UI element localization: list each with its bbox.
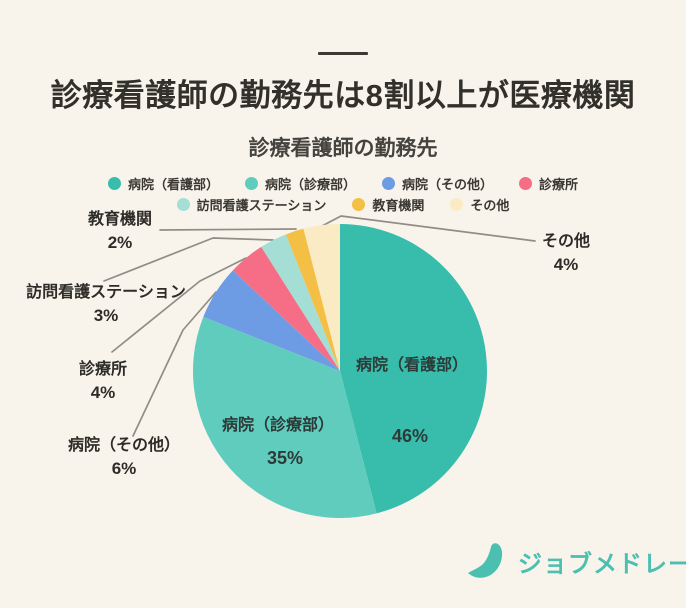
- pie-slice-3: [203, 270, 340, 371]
- pie-callout: 診療所 4%: [79, 360, 127, 403]
- legend-color-dot: [244, 177, 258, 190]
- pie-callout-label: 病院（その他）: [67, 437, 181, 454]
- jobmedley-logo-text: ジョブメドレー: [518, 550, 686, 578]
- pie-callout-value: 6%: [111, 459, 137, 478]
- leader-line-visiting-nurse-station: [103, 237, 274, 282]
- legend-color-dot: [176, 198, 190, 211]
- pie-callout-label: 訪問看護ステーション: [26, 284, 186, 301]
- legend-label: 訪問看護ステーション: [196, 198, 327, 213]
- legend-item: その他: [450, 195, 509, 214]
- leader-line-hospital-other: [132, 291, 217, 437]
- pie-slice-4: [232, 246, 340, 371]
- legend-label: 病院（看護部）: [127, 177, 219, 192]
- legend-item: 教育機関: [352, 195, 424, 214]
- brand-logo: ジョブメドレー: [462, 540, 686, 582]
- leader-line-clinic: [111, 257, 247, 353]
- legend-label: 病院（診療部）: [264, 177, 356, 192]
- pie-callout-value: 4%: [90, 383, 116, 402]
- legend-item: 病院（その他）: [382, 174, 493, 193]
- legend-label: 教育機関: [372, 198, 425, 213]
- pie-callout-value: 3%: [93, 306, 119, 325]
- page-title: 診療看護師の勤務先は8割以上が医療機関: [50, 78, 636, 113]
- legend-color-dot: [519, 177, 533, 190]
- legend-row: 訪問看護ステーション 教育機関 その他: [0, 194, 686, 215]
- legend-color-dot: [382, 177, 395, 190]
- pie-callout: その他 4%: [542, 232, 590, 275]
- pie-slice-2: [192, 316, 377, 518]
- chart-legend: 病院（看護部） 病院（診療部） 病院（その他） 診療所訪問看護ステーション 教育機関 その…: [0, 173, 686, 215]
- pie-callout-value: 2%: [107, 233, 133, 252]
- leader-line-other: [321, 215, 536, 242]
- legend-item: 訪問看護ステーション: [176, 195, 327, 214]
- leader-lines: [103, 215, 536, 437]
- pie-slice-1: [340, 224, 487, 514]
- pie-callout: 病院（その他） 6%: [68, 436, 180, 479]
- chart-title: 診療看護師の勤務先: [248, 137, 438, 160]
- pie-slice-value: 35%: [266, 448, 304, 468]
- pie-slice-label: 病院（看護部）: [355, 357, 469, 374]
- pie-callout-label: その他: [541, 233, 591, 250]
- legend-item: 病院（看護部）: [107, 174, 219, 193]
- legend-color-dot: [107, 177, 121, 190]
- jobmedley-logo-icon: [468, 543, 503, 578]
- legend-label: 診療所: [539, 177, 579, 192]
- pie-callout-value: 4%: [553, 255, 579, 274]
- leader-line-education: [159, 228, 297, 231]
- pie-slice-value: 46%: [391, 426, 429, 446]
- pie-slices: [192, 224, 487, 518]
- pie-callout-label: 教育機関: [87, 211, 153, 228]
- pie-slice-6: [285, 228, 340, 371]
- pie-slice-label: 病院（診療部）: [221, 417, 335, 434]
- pie-slice-5: [261, 234, 340, 371]
- legend-color-dot: [450, 198, 464, 211]
- pie-callout-label: 診療所: [78, 361, 128, 378]
- title-divider: [318, 52, 368, 55]
- pie-slice-7: [303, 224, 340, 371]
- legend-label: 病院（その他）: [402, 177, 494, 192]
- legend-item: 病院（診療部）: [244, 174, 356, 193]
- pie-callout: 訪問看護ステーション 3%: [26, 283, 186, 326]
- pie-callout: 教育機関 2%: [88, 210, 152, 253]
- legend-color-dot: [352, 198, 366, 211]
- legend-row: 病院（看護部） 病院（診療部） 病院（その他） 診療所: [0, 173, 686, 194]
- legend-label: その他: [470, 198, 510, 213]
- jobmedley-crescent-shape: [468, 543, 503, 578]
- legend-item: 診療所: [519, 174, 578, 193]
